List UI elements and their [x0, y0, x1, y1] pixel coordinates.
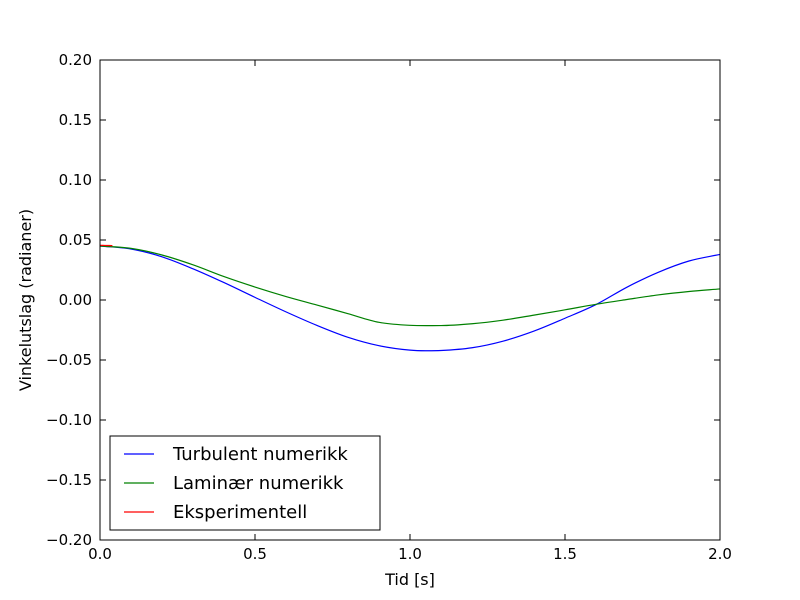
y-axis-label: Vinkelutslag (radianer)	[16, 209, 35, 391]
legend-label-experimental: Eksperimentell	[173, 502, 307, 523]
legend-label-turbulent: Turbulent numerikk	[172, 444, 348, 465]
y-tick-label: 0.20	[59, 51, 92, 69]
y-tick-label: −0.20	[46, 531, 92, 549]
y-tick-label: −0.15	[46, 471, 92, 489]
series-line-laminar	[99, 245, 721, 327]
legend-box	[109, 435, 381, 531]
y-tick-label: −0.05	[46, 351, 92, 369]
legend-label-laminar: Laminær numerikk	[173, 473, 344, 494]
x-tick-label: 2.0	[708, 545, 732, 563]
ticks-layer: 0.0 0.5 1.0 1.5 2.0 0.20 0.15 0.10 0.05 0.00 −0.05…	[46, 51, 732, 563]
y-tick-label: 0.05	[59, 231, 92, 249]
y-tick-label: 0.00	[59, 291, 92, 309]
y-tick-label: 0.15	[59, 111, 92, 129]
x-axis-label: Tid [s]	[384, 570, 435, 589]
x-tick-label: 0.0	[88, 545, 112, 563]
x-tick-label: 1.0	[398, 545, 422, 563]
legend: Turbulent numerikk Laminær numerikk Eksp…	[109, 435, 381, 531]
y-tick-label: −0.10	[46, 411, 92, 429]
y-tick-label: 0.10	[59, 171, 92, 189]
x-tick-label: 0.5	[243, 545, 267, 563]
series-layer	[99, 244, 721, 352]
x-tick-label: 1.5	[553, 545, 577, 563]
series-line-turbulent	[99, 245, 721, 352]
